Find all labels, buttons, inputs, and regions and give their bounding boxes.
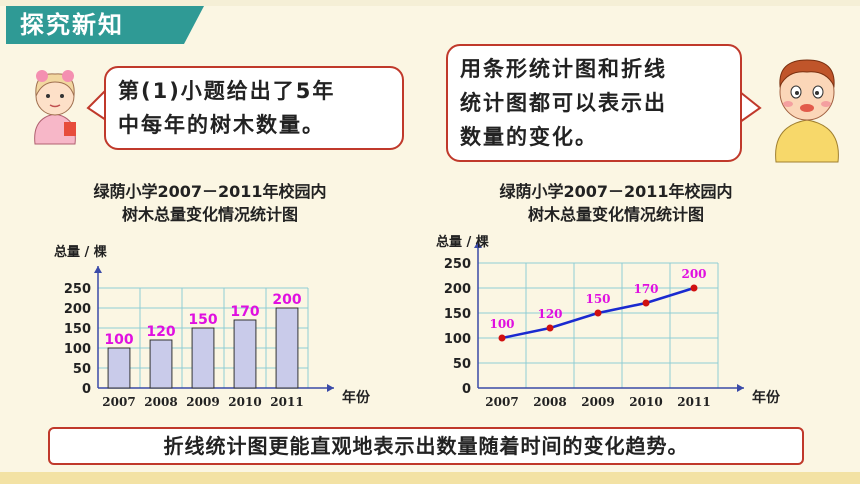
line-chart-data-label: 170: [633, 282, 658, 296]
bar-chart-ytick-label: 0: [82, 382, 91, 397]
line-chart-title-line1: 绿荫小学2007－2011年校园内: [499, 182, 733, 201]
bar-chart-y-axis-arrow: [94, 266, 102, 273]
line-chart-data-point: [690, 284, 698, 292]
bar-chart-y-axis-label: 总量 / 棵: [54, 244, 107, 260]
boy-illustration: [775, 59, 839, 163]
bar-chart-title: 绿荫小学2007－2011年校园内 树木总量变化情况统计图: [50, 180, 370, 226]
line-chart-ytick-label: 250: [444, 257, 471, 272]
bar-chart: 0 50 100 150 200 250 总量 / 棵年份 2007 2008 2009 2010 2…: [54, 244, 371, 409]
boy-speech-bubble: 用条形统计图和折线 统计图都可以表示出 数量的变化。: [446, 44, 742, 162]
bar-chart-ytick-label: 200: [64, 302, 91, 317]
bar-chart-ytick-label: 50: [73, 362, 91, 377]
bar-chart-ytick-label: 100: [64, 342, 91, 357]
line-chart-data-label: 100: [489, 317, 514, 331]
bar-chart-bar: [149, 339, 173, 389]
line-chart-xtick-label: 2009: [581, 395, 614, 409]
conclusion-box: 折线统计图更能直观地表示出数量随着时间的变化趋势。: [48, 427, 804, 465]
line-chart-data-point: [546, 324, 554, 332]
line-chart-ytick-label: 150: [444, 307, 471, 322]
bar-chart-data-label: 100: [104, 332, 133, 348]
bar-chart-xtick-label: 2008: [144, 395, 177, 409]
line-chart-title: 绿荫小学2007－2011年校园内 树木总量变化情况统计图: [436, 180, 796, 226]
line-chart-ytick-label: 200: [444, 282, 471, 297]
line-chart-x-axis-arrow: [737, 384, 744, 392]
section-tag: [6, 6, 184, 44]
top-strip: [0, 0, 860, 6]
line-chart-y-axis-label: 总量 / 棵: [436, 234, 489, 250]
girl-speech-bubble: 第(1)小题给出了5年 中每年的树木数量。: [104, 66, 404, 150]
line-chart-data-label: 150: [585, 292, 610, 306]
line-chart-ytick-label: 0: [462, 382, 471, 397]
line-chart-title-line2: 树木总量变化情况统计图: [527, 205, 704, 224]
line-chart-xtick-label: 2010: [629, 395, 662, 409]
bar-chart-data-label: 200: [272, 292, 301, 308]
bar-chart-bar: [233, 319, 257, 389]
bar-chart-bar: [107, 347, 131, 389]
bar-chart-xtick-label: 2011: [270, 395, 303, 409]
line-chart-xtick-label: 2011: [677, 395, 710, 409]
line-chart-data-point: [594, 309, 602, 317]
bar-chart-xtick-label: 2007: [102, 395, 135, 409]
line-chart: 0 50 100 150 200 250 总量 / 棵年份 2007 2008 2009 2010 2…: [436, 234, 781, 409]
bottom-strip: [0, 472, 860, 484]
girl-bubble-tail: [86, 89, 107, 121]
line-chart-ytick-label: 50: [453, 357, 471, 372]
bar-chart-bar: [191, 327, 215, 389]
bar-chart-title-line1: 绿荫小学2007－2011年校园内: [93, 182, 327, 201]
bar-chart-data-label: 150: [188, 312, 217, 328]
bar-chart-title-line2: 树木总量变化情况统计图: [121, 205, 298, 224]
bar-chart-x-axis-label: 年份: [342, 389, 371, 406]
boy-speech-line2: 统计图都可以表示出: [460, 91, 667, 115]
bar-chart-data-label: 170: [230, 304, 259, 320]
girl-speech-line2: 中每年的树木数量。: [118, 113, 325, 137]
line-chart-y-axis-arrow: [474, 241, 482, 248]
section-tag-label: 探究新知: [20, 11, 124, 39]
bar-chart-data-label: 120: [146, 324, 175, 340]
bar-chart-bar: [275, 307, 299, 389]
boy-bubble-tail: [739, 91, 762, 123]
line-chart-x-axis-label: 年份: [752, 389, 781, 406]
line-chart-xtick-label: 2008: [533, 395, 566, 409]
girl-illustration: [34, 70, 76, 145]
bar-chart-x-axis-arrow: [327, 384, 334, 392]
line-chart-data-point: [642, 299, 650, 307]
bar-chart-xtick-label: 2009: [186, 395, 219, 409]
boy-speech-line1: 用条形统计图和折线: [460, 57, 667, 81]
line-chart-data-label: 200: [681, 267, 706, 281]
bar-chart-xtick-label: 2010: [228, 395, 261, 409]
section-tag-notch: [184, 6, 204, 44]
bar-chart-ytick-label: 250: [64, 282, 91, 297]
line-chart-xtick-label: 2007: [485, 395, 518, 409]
line-chart-data-label: 120: [537, 307, 562, 321]
line-chart-ytick-label: 100: [444, 332, 471, 347]
line-chart-data-point: [498, 334, 506, 342]
bar-chart-ytick-label: 150: [64, 322, 91, 337]
boy-speech-line3: 数量的变化。: [460, 125, 598, 149]
girl-speech-line1: 第(1)小题给出了5年: [118, 79, 336, 103]
